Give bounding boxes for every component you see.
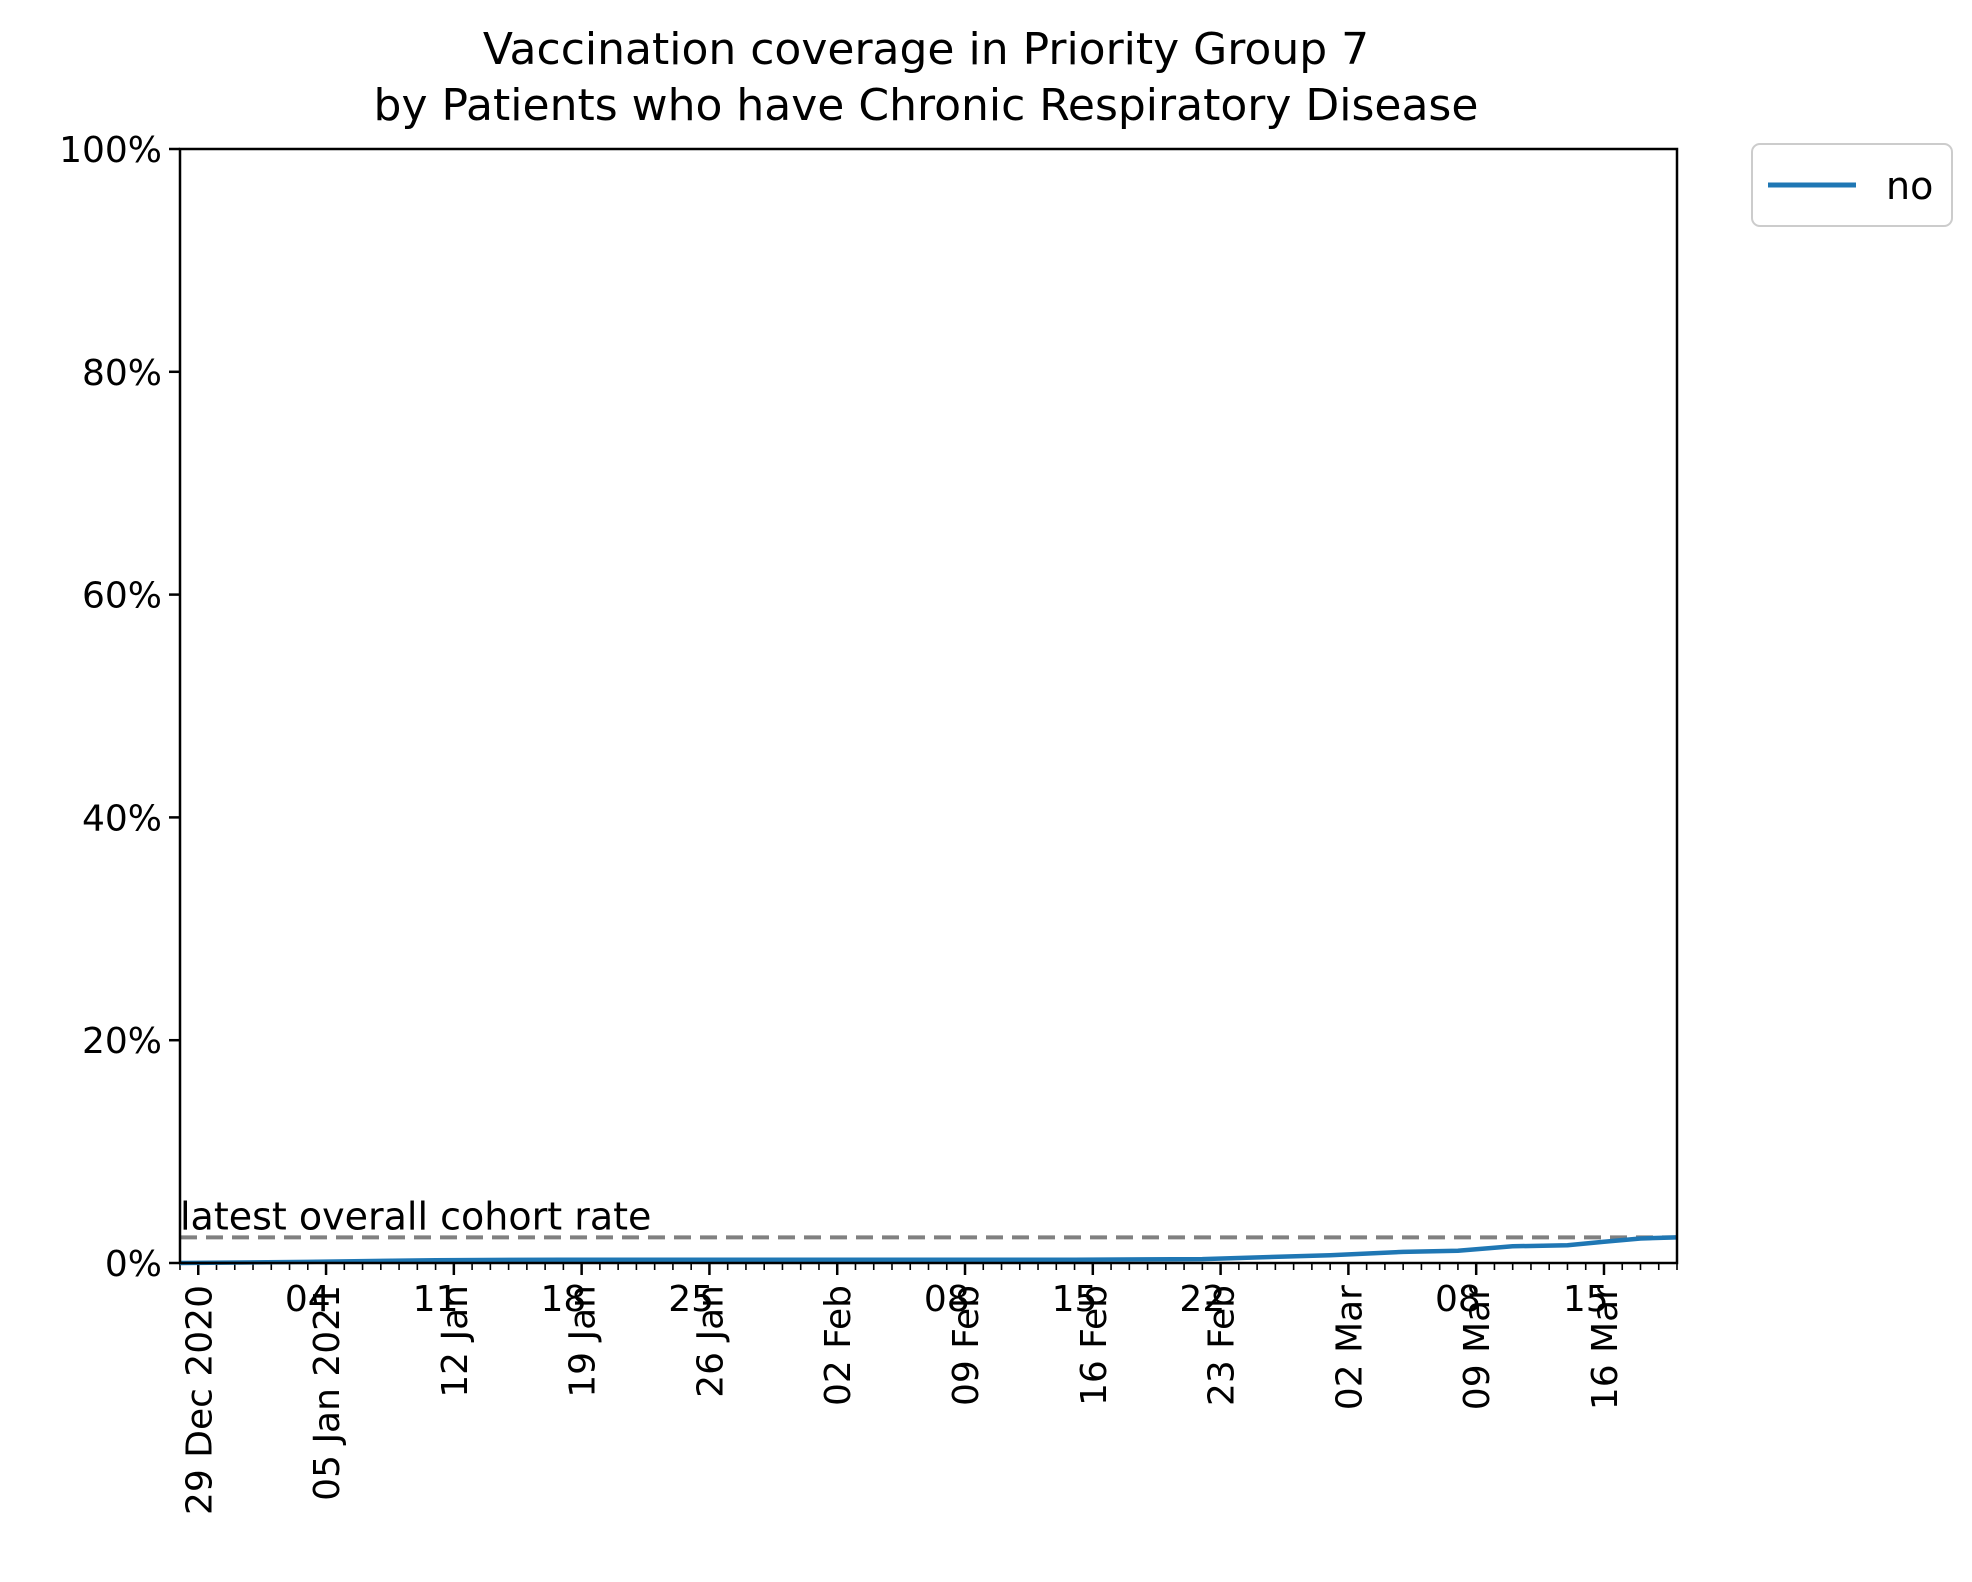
reference-line-label: latest overall cohort rate [180, 1194, 651, 1238]
y-tick-label: 0% [105, 1244, 162, 1285]
x-overlay-tick-label: 22 [1179, 1279, 1225, 1320]
x-tick-label: 05 Jan 2021 [307, 1285, 348, 1501]
x-tick-label: 16 Feb [1074, 1285, 1115, 1406]
y-tick-label: 60% [82, 576, 162, 617]
y-axis: 0% 20% 40% 60% 80% 100% [59, 130, 180, 1285]
x-overlay-tick-label: 25 [668, 1279, 714, 1320]
x-tick-label: 09 Mar [1457, 1285, 1498, 1410]
y-tick-label: 40% [82, 798, 162, 839]
x-tick-label: 12 Jan [435, 1285, 476, 1398]
x-overlay-tick-label: 04 [285, 1279, 331, 1320]
x-tick-label: 19 Jan [563, 1285, 604, 1398]
x-overlay-tick-label: 08 [924, 1279, 970, 1320]
x-tick-label: 02 Feb [818, 1285, 859, 1406]
x-tick-label: 26 Jan [690, 1285, 731, 1398]
x-overlay-tick-label: 11 [413, 1279, 459, 1320]
x-tick-label: 16 Mar [1585, 1285, 1626, 1410]
x-tick-label: 09 Feb [946, 1285, 987, 1406]
x-overlay-tick-label: 08 [1435, 1279, 1481, 1320]
chart-title: Vaccination coverage in Priority Group 7 [483, 24, 1369, 75]
x-overlay-tick-label: 15 [1563, 1279, 1609, 1320]
y-tick-label: 100% [59, 130, 162, 171]
x-tick-label: 29 Dec 2020 [179, 1285, 220, 1515]
series-layer [179, 1235, 1678, 1266]
legend: no [1751, 143, 1953, 227]
reference-line-group: latest overall cohort rate [180, 1194, 1677, 1240]
chart-subtitle: by Patients who have Chronic Respiratory… [374, 80, 1479, 131]
plot-frame [178, 147, 1679, 1265]
x-tick-label: 02 Mar [1329, 1285, 1370, 1410]
y-tick-label: 20% [82, 1021, 162, 1062]
x-overlay-tick-label: 15 [1052, 1279, 1098, 1320]
x-axis: 29 Dec 2020 05 Jan 2021 12 Jan 19 Jan 26 Jan… [179, 1263, 1678, 1515]
legend-label-no: no [1886, 164, 1933, 208]
series-line-no [179, 1235, 1678, 1266]
x-tick-label: 23 Feb [1202, 1285, 1243, 1406]
y-tick-label: 80% [82, 353, 162, 394]
x-overlay-tick-label: 18 [540, 1279, 586, 1320]
